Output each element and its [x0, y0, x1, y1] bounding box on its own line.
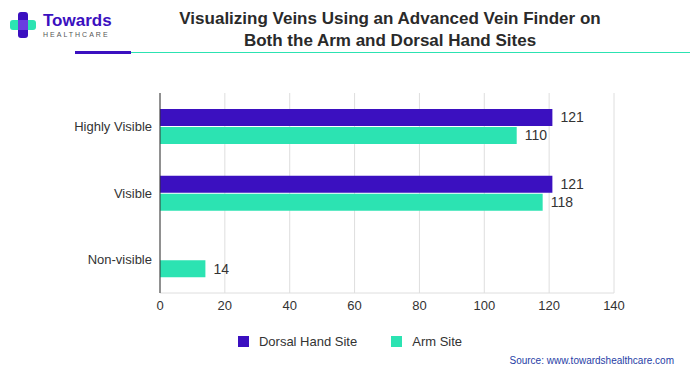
svg-text:20: 20 [218, 298, 232, 313]
html-text:Visualizing Veins Using an Adv: Visualizing Veins Using an Advanced Vein… [179, 9, 601, 50]
svg-text:0: 0 [156, 298, 163, 313]
svg-text:14: 14 [213, 261, 229, 277]
html-text:Dorsal Hand Site: Dorsal Hand Site [258, 334, 358, 349]
html-text:Source: www.towardshealthcare.: Source: www.towardshealthcare.com [509, 355, 674, 366]
html-text:Towards: Towards [43, 11, 112, 30]
svg-text:Highly Visible: Highly Visible [74, 119, 152, 134]
html-text:Arm Site: Arm Site [412, 334, 463, 349]
svg-text:40: 40 [282, 298, 296, 313]
svg-text:60: 60 [347, 298, 361, 313]
svg-text:118: 118 [551, 194, 574, 210]
svg-text:100: 100 [473, 298, 495, 313]
svg-text:121: 121 [560, 109, 584, 125]
html-text:HEALTHCARE: HEALTHCARE [43, 31, 110, 38]
svg-text:140: 140 [603, 298, 625, 313]
svg-text:110: 110 [525, 127, 548, 143]
svg-text:80: 80 [412, 298, 426, 313]
svg-text:121: 121 [560, 176, 584, 192]
svg-text:Visible: Visible [114, 186, 152, 201]
svg-text:Non-visible: Non-visible [88, 252, 152, 267]
svg-text:120: 120 [538, 298, 560, 313]
